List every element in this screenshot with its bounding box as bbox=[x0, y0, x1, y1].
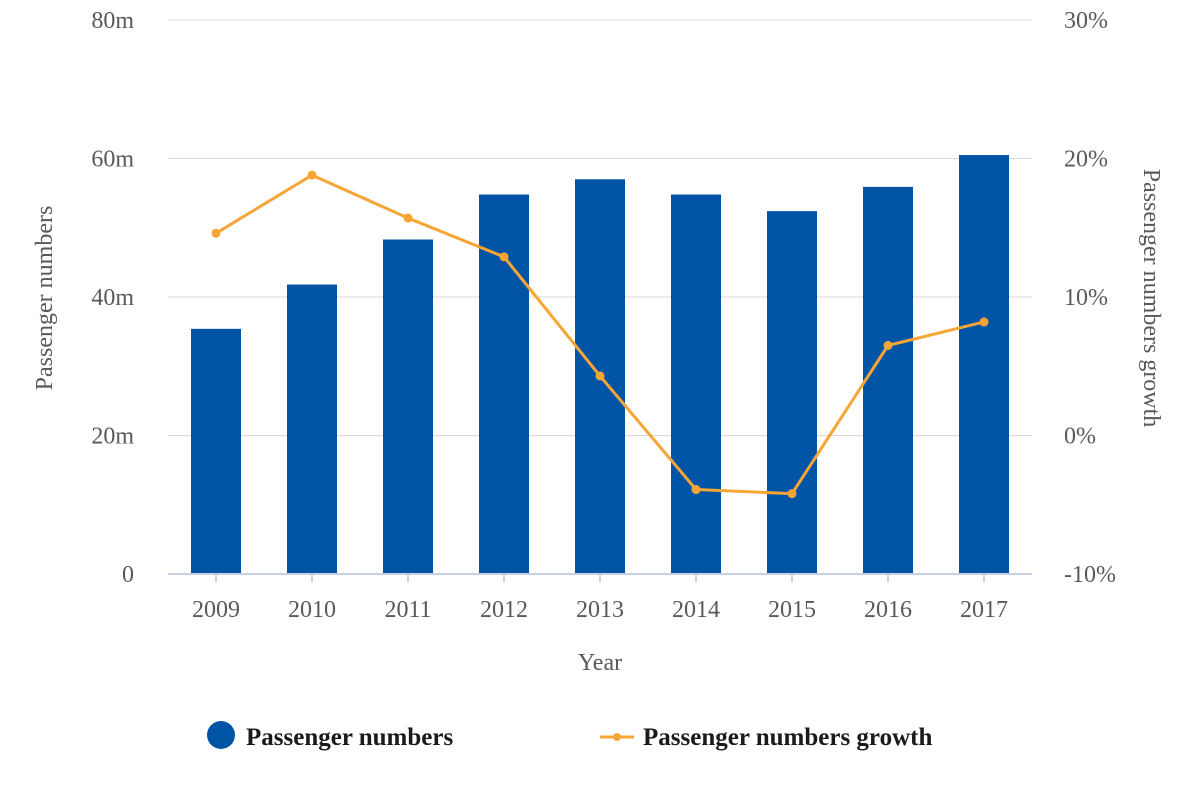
x-tick-label: 2017 bbox=[960, 597, 1008, 623]
y2-tick-label: 30% bbox=[1064, 8, 1108, 34]
legend-label-passenger-numbers-growth: Passenger numbers growth bbox=[643, 724, 932, 751]
x-tick-label: 2015 bbox=[768, 597, 816, 623]
bar[interactable] bbox=[767, 211, 817, 574]
line-point[interactable] bbox=[691, 485, 701, 495]
x-tick-label: 2010 bbox=[288, 597, 336, 623]
x-axis-title: Year bbox=[578, 650, 622, 676]
x-tick-label: 2011 bbox=[384, 597, 431, 623]
x-tick-label: 2016 bbox=[864, 597, 912, 623]
legend-swatch-bar bbox=[207, 721, 235, 749]
legend: Passenger numbers Passenger numbers grow… bbox=[207, 721, 932, 751]
y-tick-label: 60m bbox=[91, 147, 134, 173]
line-point[interactable] bbox=[883, 340, 893, 350]
line-point[interactable] bbox=[595, 371, 605, 381]
y2-tick-label: 20% bbox=[1064, 147, 1108, 173]
legend-item-passenger-numbers[interactable]: Passenger numbers bbox=[207, 721, 453, 751]
y-tick-label: 20m bbox=[91, 424, 134, 450]
y-tick-label: 40m bbox=[91, 285, 134, 311]
line-point[interactable] bbox=[307, 170, 317, 180]
y2-tick-label: 0% bbox=[1064, 424, 1096, 450]
legend-item-passenger-numbers-growth[interactable]: Passenger numbers growth bbox=[600, 724, 932, 751]
x-tick-label: 2013 bbox=[576, 597, 624, 623]
bar[interactable] bbox=[671, 194, 721, 574]
bar[interactable] bbox=[287, 284, 337, 574]
bar[interactable] bbox=[959, 155, 1009, 574]
y-tick-label: 0 bbox=[122, 562, 134, 588]
line-point[interactable] bbox=[499, 252, 509, 262]
line-series-passenger-numbers-growth bbox=[211, 170, 989, 499]
line-point[interactable] bbox=[787, 489, 797, 499]
y-tick-label: 80m bbox=[91, 8, 134, 34]
legend-label-passenger-numbers: Passenger numbers bbox=[246, 724, 453, 751]
y2-tick-label: -10% bbox=[1064, 562, 1116, 588]
x-tick-label: 2014 bbox=[672, 597, 720, 623]
line-point[interactable] bbox=[211, 228, 221, 238]
line-point[interactable] bbox=[403, 213, 413, 223]
bar[interactable] bbox=[479, 194, 529, 574]
y-axis-title: Passenger numbers bbox=[32, 206, 58, 391]
axes: 0 -10% 20m 0% 40m 10% 60m 20% 80m 30% 2009 2010 2011… bbox=[91, 8, 1116, 623]
x-tick-label: 2009 bbox=[192, 597, 240, 623]
y2-tick-label: 10% bbox=[1064, 285, 1108, 311]
legend-swatch-marker bbox=[613, 733, 621, 741]
bar[interactable] bbox=[863, 186, 913, 574]
bar[interactable] bbox=[191, 328, 241, 574]
x-tick-label: 2012 bbox=[480, 597, 528, 623]
line-point[interactable] bbox=[979, 317, 989, 327]
bar[interactable] bbox=[383, 239, 433, 574]
y2-axis-title: Passenger numbers growth bbox=[1138, 169, 1164, 428]
bar-series-passenger-numbers bbox=[191, 155, 1009, 574]
